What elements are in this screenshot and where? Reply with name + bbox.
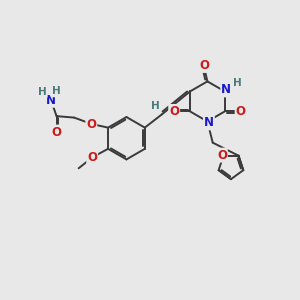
Text: H: H xyxy=(233,78,242,88)
Text: N: N xyxy=(221,83,231,96)
Text: H: H xyxy=(38,87,47,97)
Text: H: H xyxy=(52,86,61,96)
Text: O: O xyxy=(217,148,227,162)
Text: N: N xyxy=(204,116,214,129)
Text: H: H xyxy=(151,101,160,111)
Text: O: O xyxy=(86,118,96,130)
Text: O: O xyxy=(236,105,246,118)
Text: O: O xyxy=(87,151,97,164)
Text: O: O xyxy=(169,105,179,118)
Text: O: O xyxy=(52,125,61,139)
Text: N: N xyxy=(46,94,56,107)
Text: O: O xyxy=(199,59,209,72)
